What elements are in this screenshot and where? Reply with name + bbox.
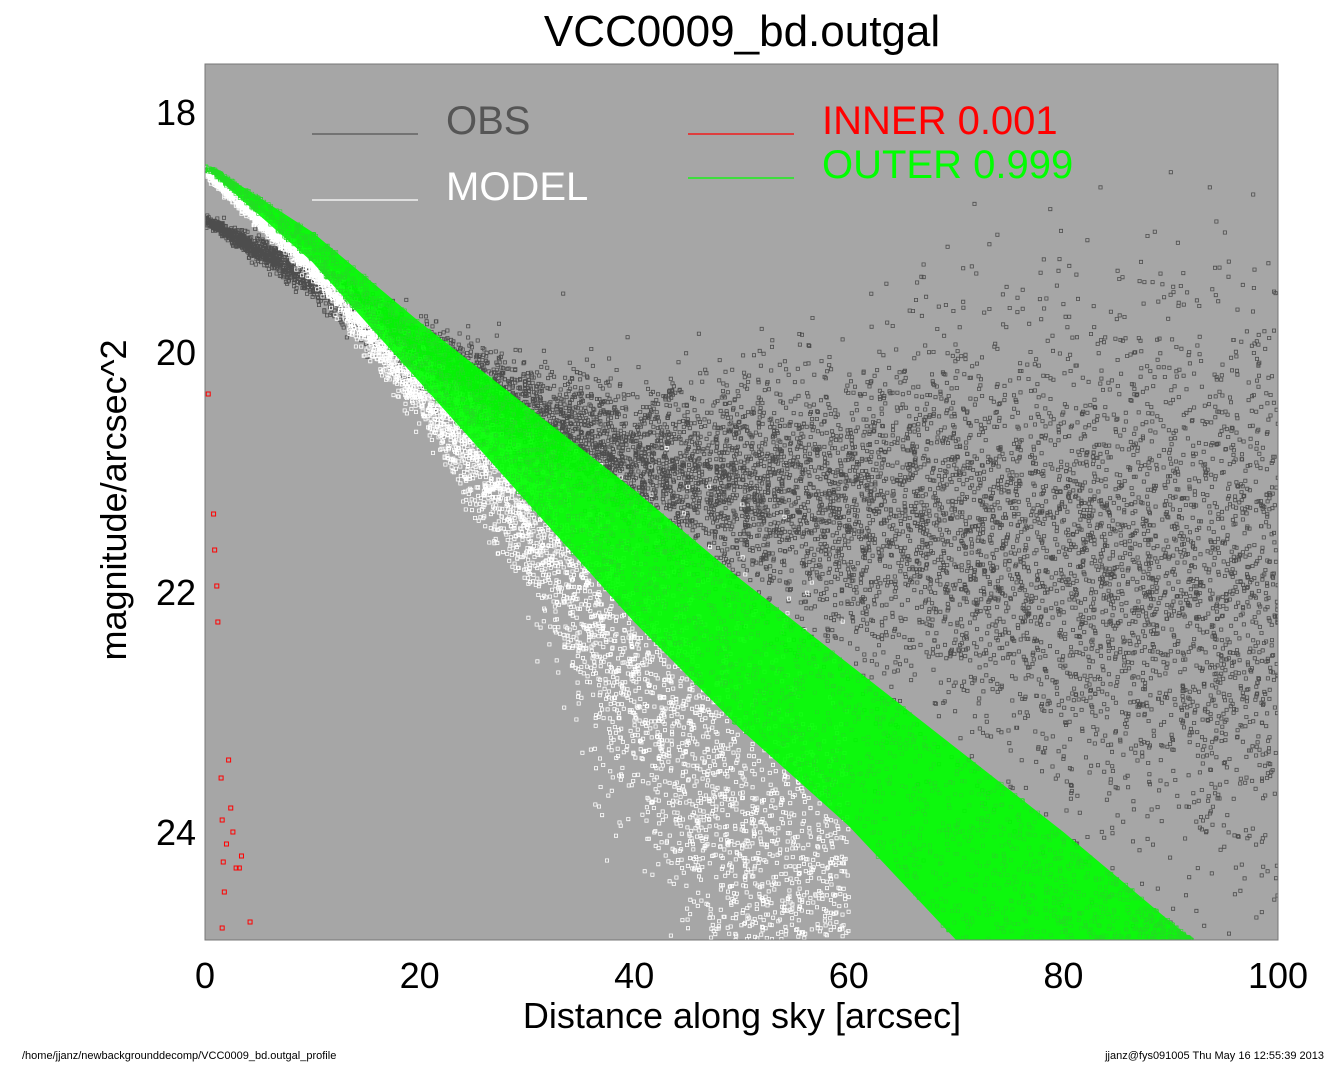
x-tick-label: 80 [1043,955,1083,996]
x-tick-label: 100 [1248,955,1308,996]
inner-point [219,817,225,823]
x-tick-label: 0 [195,955,215,996]
legend-label: INNER 0.001 [822,99,1058,143]
outer-series [205,164,1194,940]
inner-point [218,775,224,781]
inner-point [236,865,242,871]
y-tick-label: 24 [156,812,196,853]
x-tick-label: 20 [400,955,440,996]
inner-point [233,865,239,871]
inner-point [220,859,226,865]
inner-point [212,547,218,553]
footer-timestamp: jjanz@fys091005 Thu May 16 12:55:39 2013 [1105,1050,1324,1062]
inner-point [223,841,229,847]
inner-point [215,619,221,625]
footer-file-path: /home/jjanz/newbackgrounddecomp/VCC0009_… [22,1050,337,1062]
axes: 0 20 40 60 80 100 18 20 22 24 [156,63,1308,996]
legend-label: OUTER 0.999 [822,143,1073,187]
outer-points [205,164,1194,940]
inner-point [211,511,217,517]
data-layer [205,164,1278,940]
outer-band [210,166,1193,940]
inner-point [214,583,220,589]
inner-point [230,829,236,835]
inner-point [205,391,211,397]
y-tick-label: 20 [156,332,196,373]
legend-label: OBS [446,99,530,143]
y-tick-label: 18 [156,92,196,133]
x-axis-label: Distance along sky [arcsec] [523,995,961,1036]
inner-point [219,925,225,931]
x-tick-label: 40 [614,955,654,996]
y-tick-label: 22 [156,572,196,613]
chart-title: VCC0009_bd.outgal [544,7,940,56]
plot-frame [204,63,1279,941]
x-tick-label: 60 [829,955,869,996]
legend-label: MODEL [446,165,588,209]
y-axis-label: magnitude/arcsec^2 [93,339,134,660]
inner-point [247,919,253,925]
inner-point [228,805,234,811]
inner-point [221,889,227,895]
inner-point [226,757,232,763]
inner-point [238,853,244,859]
inner-series [205,391,253,931]
